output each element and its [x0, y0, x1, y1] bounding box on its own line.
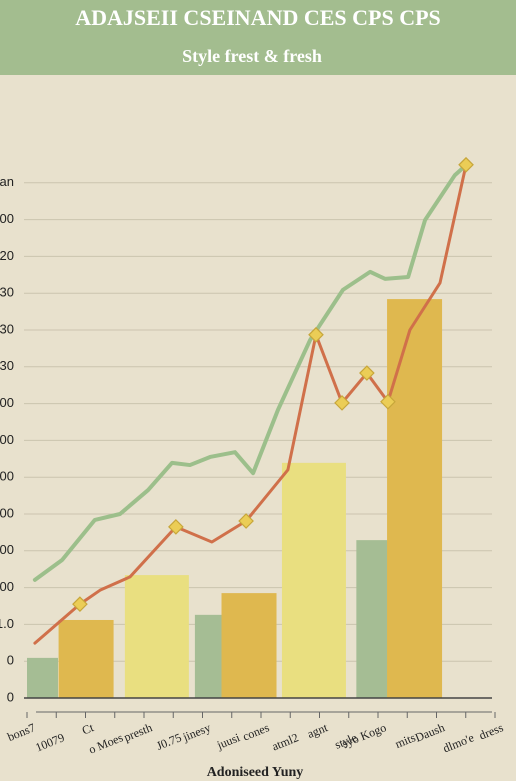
- y-tick-label: 20: [0, 248, 14, 263]
- y-tick-label: 00: [0, 469, 14, 484]
- diamond-marker: [380, 393, 396, 410]
- bar: [194, 614, 226, 698]
- y-tick-label: 00: [0, 432, 14, 447]
- bar: [356, 540, 388, 698]
- y-tick-label: 00: [0, 395, 14, 410]
- chart-title: ADAJSEII CSEINAND CES CPS CPS: [75, 5, 441, 30]
- diamond-marker: [238, 513, 254, 529]
- y-tick-label: 0: [7, 689, 14, 704]
- chart-subtitle: Style frest & fresh: [182, 46, 322, 66]
- y-tick-label: 0: [7, 653, 14, 668]
- y-tick-label: 30: [0, 321, 14, 336]
- line-series: [33, 163, 468, 645]
- header-band: [0, 0, 516, 75]
- diamond-marker: [334, 395, 350, 411]
- y-tick-label: an: [0, 174, 14, 189]
- bar: [124, 575, 189, 698]
- bar: [221, 593, 277, 698]
- diamond-marker: [72, 596, 88, 613]
- y-tick-label: 00: [0, 542, 14, 557]
- y-tick-label: 1.0: [0, 616, 14, 631]
- y-tick-label: 00: [0, 505, 14, 520]
- y-tick-label: 00: [0, 211, 14, 226]
- diamond-marker: [168, 519, 184, 535]
- bar: [58, 619, 114, 698]
- diamond-marker: [308, 326, 324, 343]
- diamond-marker: [458, 156, 474, 173]
- bar: [27, 657, 59, 698]
- x-axis-title: Adoniseed Yuny: [207, 765, 304, 780]
- y-tick-label: 30: [0, 358, 14, 373]
- bar: [281, 462, 346, 698]
- bar: [387, 299, 443, 698]
- y-tick-label: 00: [0, 579, 14, 594]
- y-tick-label: 30: [0, 285, 14, 300]
- diamond-marker: [359, 365, 375, 381]
- line-series: [32, 163, 469, 582]
